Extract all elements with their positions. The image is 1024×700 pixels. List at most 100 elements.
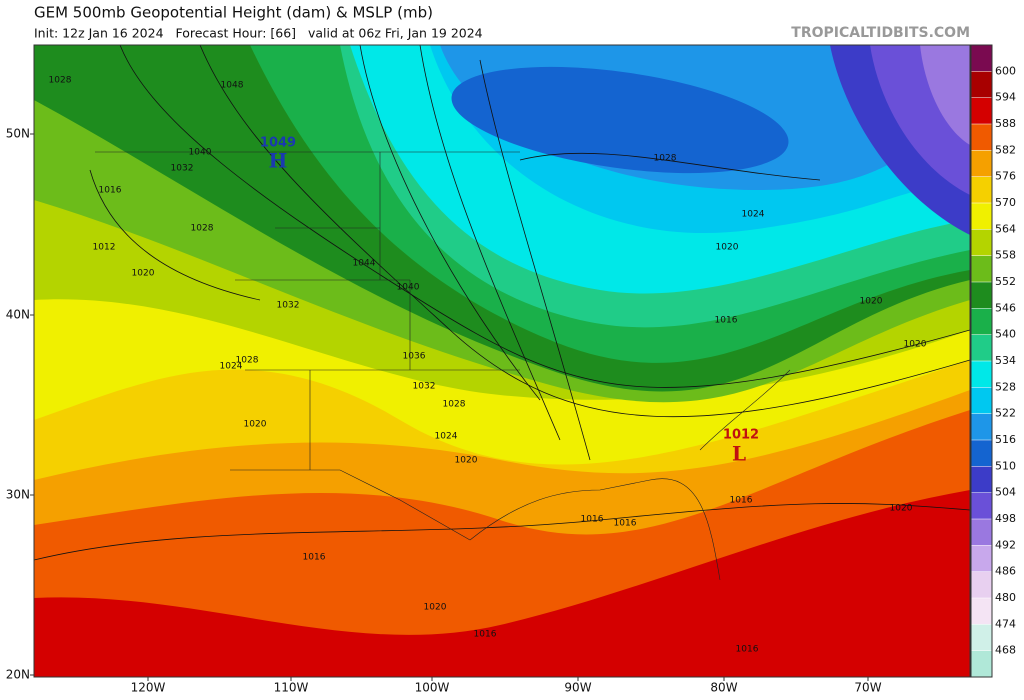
colorbar-label: 468 — [995, 644, 1016, 657]
isobar-label: 1020 — [424, 603, 447, 613]
isobar-label: 1016 — [736, 645, 759, 655]
title: GEM 500mb Geopotential Height (dam) & MS… — [34, 4, 433, 22]
colorbar-bin — [971, 492, 992, 520]
isobar-label: 1028 — [191, 224, 214, 234]
isobar-label: 1016 — [99, 186, 122, 196]
colorbar-label: 474 — [995, 617, 1016, 630]
isobar-label: 1016 — [614, 519, 637, 529]
colorbar-bin — [971, 519, 992, 546]
colorbar-label: 510 — [995, 459, 1016, 472]
colorbar-label: 504 — [995, 486, 1016, 499]
isobar-label: 1024 — [742, 210, 765, 220]
isobar-label: 1020 — [890, 504, 913, 514]
colorbar: 600 594 588 582 576 570 564 558 552 546 540 534 528 5… — [970, 44, 1016, 678]
isobar-label: 1024 — [220, 362, 243, 372]
isobar-label: 1048 — [221, 81, 244, 91]
colorbar-bin — [971, 308, 992, 336]
isobar-label: 1028 — [236, 356, 259, 366]
lon-label: 90W — [564, 681, 591, 695]
colorbar-label: 552 — [995, 275, 1016, 288]
colorbar-bin — [971, 361, 992, 388]
lat-label: 40N — [6, 308, 30, 322]
colorbar-label: 480 — [995, 591, 1016, 604]
isobar-label: 1020 — [860, 297, 883, 307]
isobar-label: 1016 — [730, 496, 753, 506]
watermark: TROPICALTIDBITS.COM — [791, 25, 970, 41]
colorbar-label: 582 — [995, 143, 1016, 156]
isobar-label: 1020 — [904, 340, 927, 350]
isobar-label: 1012 — [93, 243, 116, 253]
colorbar-label: 516 — [995, 433, 1016, 446]
colorbar-bin — [971, 71, 992, 99]
lon-label: 80W — [710, 681, 737, 695]
colorbar-label: 492 — [995, 538, 1016, 551]
colorbar-label: 588 — [995, 117, 1016, 130]
colorbar-label: 522 — [995, 407, 1016, 420]
isobar-label: 1036 — [403, 352, 426, 362]
isobar-label: 1024 — [435, 432, 458, 442]
colorbar-bin — [971, 650, 992, 678]
colorbar-frame — [970, 44, 993, 678]
colorbar-bin — [971, 598, 992, 625]
colorbar-bin — [971, 334, 992, 362]
colorbar-label: 558 — [995, 249, 1016, 262]
colorbar-bin — [971, 97, 992, 125]
lon-label: 100W — [415, 681, 450, 695]
low-symbol: L — [732, 442, 746, 466]
subtitle: Init: 12z Jan 16 2024 Forecast Hour: [66… — [34, 26, 483, 41]
colorbar-label: 546 — [995, 301, 1016, 314]
low-value: 1012 — [723, 428, 759, 443]
isobar-label: 1020 — [716, 243, 739, 253]
colorbar-label: 498 — [995, 512, 1016, 525]
isobar-label: 1044 — [353, 259, 376, 269]
isobar-label: 1032 — [277, 301, 300, 311]
colorbar-bin — [971, 124, 992, 151]
isobar-label: 1020 — [244, 420, 267, 430]
map-frame — [33, 44, 971, 678]
colorbar-label: 576 — [995, 170, 1016, 183]
colorbar-label: 486 — [995, 565, 1016, 578]
colorbar-bin — [971, 45, 992, 72]
colorbar-label: 564 — [995, 222, 1016, 235]
isobar-label: 1020 — [132, 269, 155, 279]
colorbar-label: 534 — [995, 354, 1016, 367]
lat-label: 20N — [6, 668, 30, 682]
colorbar-bin — [971, 466, 992, 494]
high-value: 1049 — [260, 136, 296, 151]
isobar-label: 1028 — [49, 76, 72, 86]
colorbar-label: 570 — [995, 196, 1016, 209]
colorbar-bin — [971, 387, 992, 415]
map — [34, 45, 970, 677]
lon-label: 110W — [274, 681, 309, 695]
colorbar-bin — [971, 150, 992, 178]
colorbar-label: 600 — [995, 64, 1016, 77]
isobar-label: 1020 — [455, 456, 478, 466]
colorbar-label: 594 — [995, 91, 1016, 104]
colorbar-bin — [971, 282, 992, 309]
lat-label: 50N — [6, 127, 30, 141]
lat-label: 30N — [6, 488, 30, 502]
colorbar-bin — [971, 413, 992, 441]
isobar-label: 1040 — [397, 283, 420, 293]
colorbar-bin — [971, 203, 992, 230]
lon-label: 120W — [131, 681, 166, 695]
colorbar-bin — [971, 571, 992, 599]
colorbar-label: 528 — [995, 380, 1016, 393]
isobar-label: 1032 — [413, 382, 436, 392]
lon-label: 70W — [854, 681, 881, 695]
high-symbol: H — [269, 149, 288, 173]
isobar-label: 1016 — [581, 515, 604, 525]
isobar-label: 1028 — [654, 154, 677, 164]
isobar-label: 1028 — [443, 400, 466, 410]
colorbar-label: 540 — [995, 328, 1016, 341]
colorbar-bin — [971, 229, 992, 257]
colorbar-bin — [971, 440, 992, 467]
isobar-label: 1016 — [715, 316, 738, 326]
isobar-label: 1032 — [171, 164, 194, 174]
colorbar-bin — [971, 624, 992, 652]
colorbar-bin — [971, 545, 992, 573]
isobar-label: 1040 — [189, 148, 212, 158]
colorbar-bin — [971, 255, 992, 283]
colorbar-bin — [971, 176, 992, 204]
